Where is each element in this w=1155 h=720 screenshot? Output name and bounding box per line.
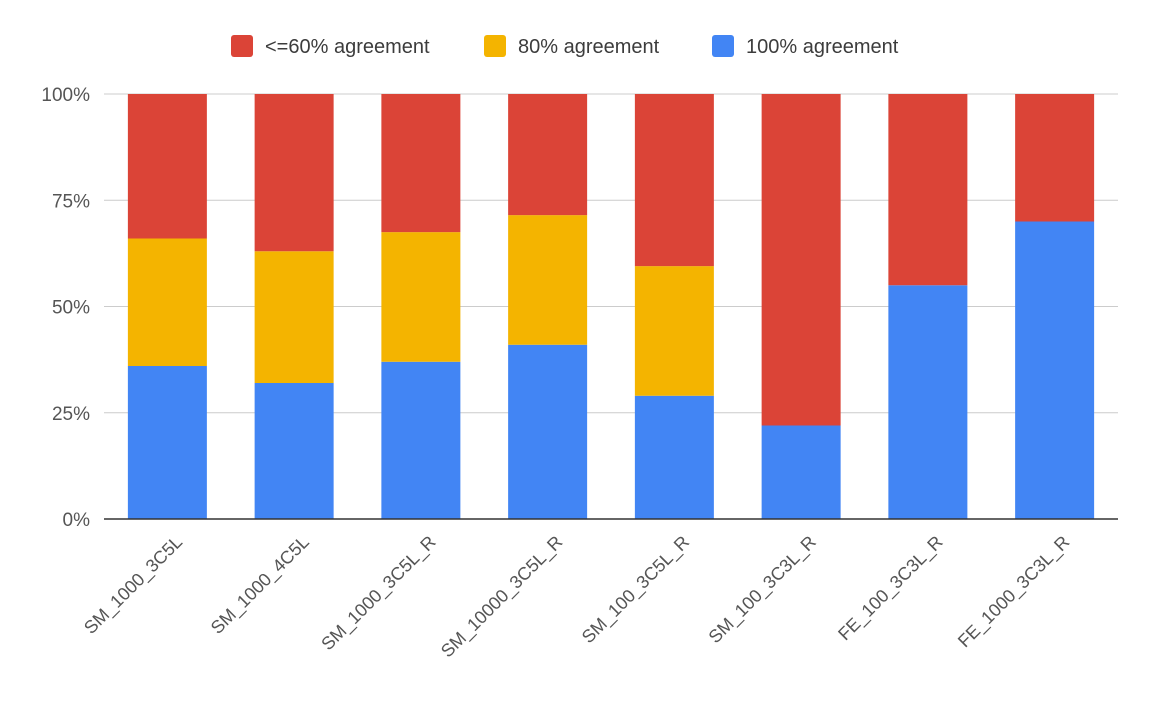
x-axis: SM_1000_3C5L SM_1000_4C5L SM_1000_3C5L_RSM…: [80, 532, 1074, 662]
y-tick-label: 100%: [41, 85, 90, 106]
legend-label: 100% agreement: [746, 36, 899, 58]
x-tick-label: SM_1000_3C5L_R: [317, 532, 440, 655]
x-tick-label: SM_1000_3C5L: [80, 532, 187, 639]
bar-segment: [634, 395, 714, 519]
x-tick-label: SM_1000_4C5L: [207, 532, 314, 639]
y-axis: 0% 25% 50% 75% 100%: [41, 85, 90, 531]
bar-segment: [888, 285, 968, 519]
bar-segment: [1015, 94, 1095, 222]
bar-segment: [634, 266, 714, 396]
bar-segment: [127, 238, 207, 366]
y-tick-label: 75%: [52, 191, 90, 212]
bar-segment: [761, 425, 841, 519]
bar-segment: [381, 232, 461, 362]
y-tick-label: 0%: [63, 510, 91, 531]
bars: [127, 94, 1095, 519]
bar-segment: [127, 366, 207, 519]
bar-segment: [381, 94, 461, 233]
bar-segment: [634, 94, 714, 267]
legend-swatch: [231, 35, 253, 57]
bar-segment: [888, 94, 968, 286]
x-tick-label: FE_1000_3C3L_R: [954, 532, 1074, 652]
legend-item: <=60% agreement: [231, 35, 430, 58]
bar-segment: [761, 94, 841, 426]
legend-label: <=60% agreement: [265, 36, 430, 58]
bar-segment: [127, 94, 207, 239]
bar-segment: [508, 344, 588, 519]
x-tick-label: FE_100_3C3L_R: [834, 532, 947, 645]
y-tick-label: 25%: [52, 404, 90, 425]
legend-item: 80% agreement: [484, 35, 660, 58]
bar-segment: [381, 361, 461, 519]
bar-segment: [254, 383, 334, 519]
bar-segment: [1015, 221, 1095, 519]
legend: <=60% agreement 80% agreement 100% agreeme…: [231, 35, 899, 58]
x-tick-label: SM_10000_3C5L_R: [437, 532, 567, 662]
bar-segment: [254, 251, 334, 383]
bar-segment: [508, 94, 588, 216]
legend-swatch: [484, 35, 506, 57]
bar-segment: [508, 215, 588, 345]
bar-segment: [254, 94, 334, 252]
y-tick-label: 50%: [52, 298, 90, 319]
legend-swatch: [712, 35, 734, 57]
x-tick-label: SM_100_3C5L_R: [578, 532, 694, 648]
legend-item: 100% agreement: [712, 35, 899, 58]
legend-label: 80% agreement: [518, 36, 660, 58]
x-tick-label: SM_100_3C3L_R: [705, 532, 821, 648]
